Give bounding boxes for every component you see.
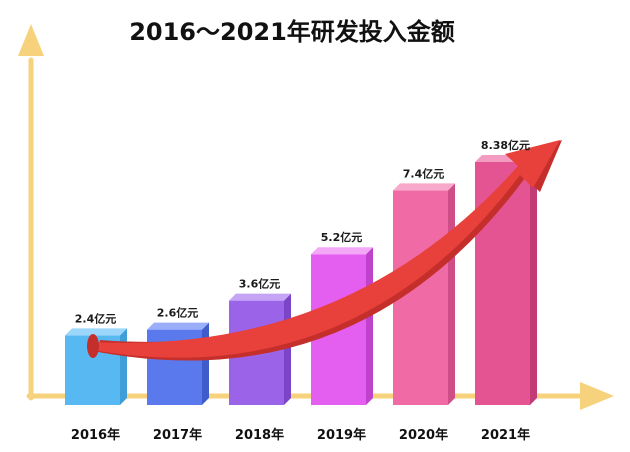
value-label: 7.4亿元 xyxy=(403,166,445,180)
x-axis-arrowhead xyxy=(580,382,614,410)
category-labels-group: 2016年 2017年 2018年 2019年 2020年 2021年 xyxy=(71,427,530,443)
bar-top xyxy=(229,293,291,301)
value-label: 8.38亿元 xyxy=(481,138,530,152)
bar-side xyxy=(202,322,209,405)
bar-top xyxy=(393,183,455,191)
trend-arrow-tail xyxy=(87,334,99,358)
category-label: 2019年 xyxy=(317,427,366,443)
bar-side xyxy=(366,247,373,405)
bar-side xyxy=(448,183,455,405)
bar-top xyxy=(311,247,373,255)
value-label: 2.6亿元 xyxy=(157,306,199,320)
bars-group xyxy=(65,155,537,405)
bar-side xyxy=(530,155,537,405)
bar-top xyxy=(65,328,127,336)
category-label: 2016年 xyxy=(71,427,120,443)
value-label: 3.6亿元 xyxy=(239,277,281,291)
category-label: 2020年 xyxy=(399,427,448,443)
category-label: 2021年 xyxy=(481,427,530,443)
bar-front xyxy=(393,190,448,405)
chart-title: 2016～2021年研发投入金额 xyxy=(129,18,455,46)
category-label: 2018年 xyxy=(235,427,284,443)
value-labels-group: 2.4亿元 2.6亿元 3.6亿元 5.2亿元 7.4亿元 8.38亿元 xyxy=(75,138,530,325)
bar-2 xyxy=(147,322,209,405)
bar-side xyxy=(284,293,291,405)
trend-arrow xyxy=(87,140,562,361)
value-label: 5.2亿元 xyxy=(321,230,363,244)
y-axis-arrowhead xyxy=(18,24,44,56)
trend-arrow-body xyxy=(92,140,560,358)
category-label: 2017年 xyxy=(153,427,202,443)
value-label: 2.4亿元 xyxy=(75,311,117,325)
bar-side xyxy=(120,328,127,405)
bar-top xyxy=(147,322,209,330)
